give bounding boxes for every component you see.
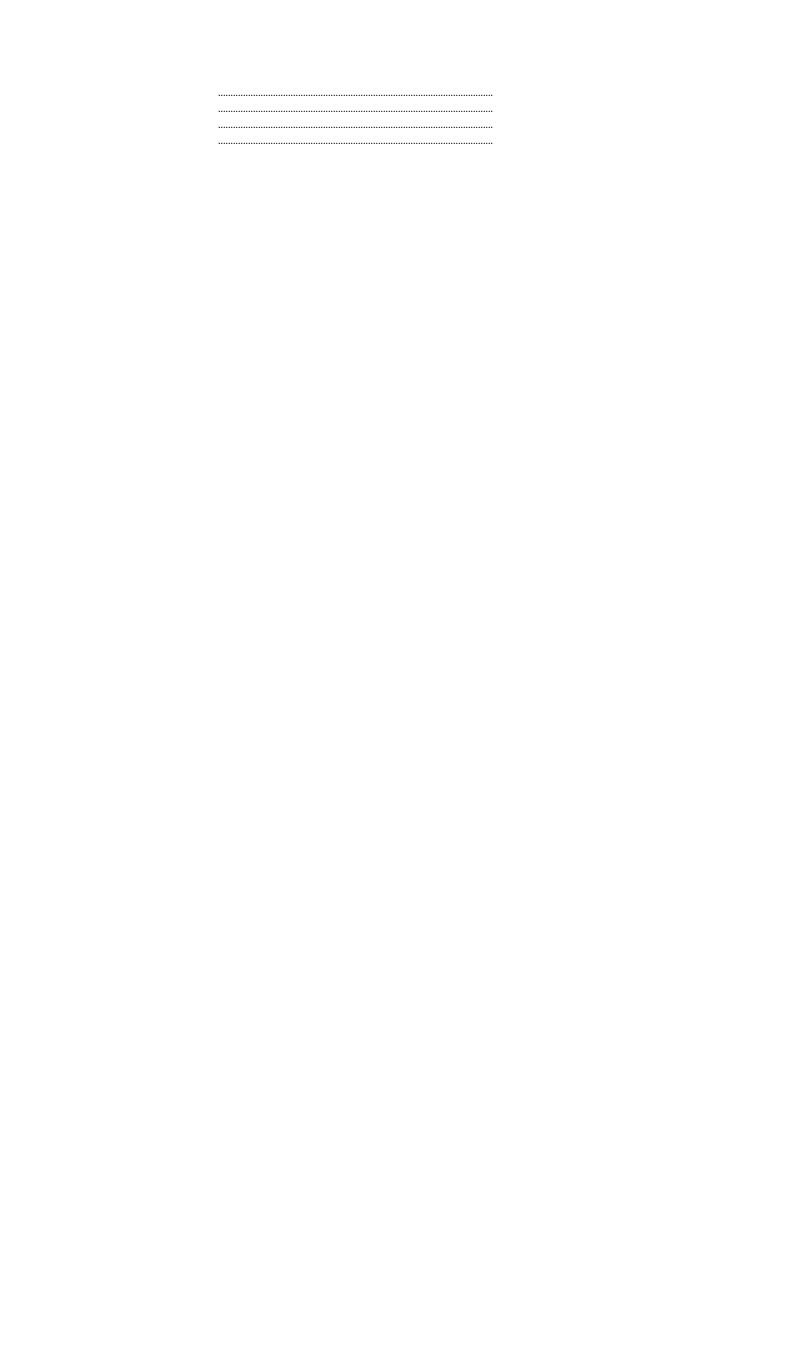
row-pct bbox=[612, 116, 688, 132]
row-value bbox=[501, 84, 612, 100]
table-row bbox=[210, 100, 688, 116]
row-value bbox=[501, 100, 612, 116]
pie-chart bbox=[140, 176, 440, 326]
table-row bbox=[210, 132, 688, 148]
page-container bbox=[0, 0, 801, 401]
pie-chart-wrap bbox=[140, 176, 731, 326]
expenditures-table bbox=[210, 84, 688, 148]
row-pct bbox=[612, 132, 688, 148]
table-row bbox=[210, 116, 688, 132]
footnote bbox=[240, 340, 640, 355]
table-row bbox=[210, 84, 688, 100]
row-value bbox=[501, 132, 612, 148]
row-pct bbox=[612, 84, 688, 100]
row-pct bbox=[612, 100, 688, 116]
row-value bbox=[501, 116, 612, 132]
